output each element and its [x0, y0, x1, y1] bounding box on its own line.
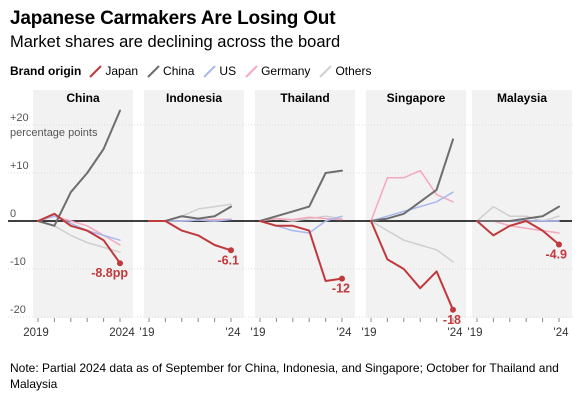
series-line-germany [259, 216, 343, 222]
x-tick-label: '24 [554, 327, 570, 339]
x-tick-label: '19 [251, 327, 266, 339]
series-line-japan [476, 220, 560, 246]
series-line-others [370, 220, 454, 263]
legend-item-us: US [203, 64, 236, 78]
japan-end-point [556, 241, 562, 248]
japan-end-label: -4.9 [545, 248, 567, 262]
series-line-china [37, 109, 121, 227]
x-tick-label: '24 [448, 327, 464, 339]
japan-end-label: -6.1 [217, 253, 239, 267]
x-tick-label: '19 [362, 327, 377, 339]
japan-end-point [117, 260, 123, 267]
series-line-others [476, 205, 560, 222]
legend-label: US [219, 64, 237, 78]
series-line-germany [370, 169, 454, 222]
x-tick-label: 2024 [109, 327, 135, 339]
x-tick-label: '19 [468, 327, 483, 339]
y-unit-label: percentage points [10, 127, 98, 139]
legend-item-others: Others [319, 64, 371, 78]
legend-item-japan: Japan [89, 64, 138, 78]
series-line-japan [148, 220, 232, 252]
y-tick-label: +20 [10, 112, 29, 124]
series-line-japan [37, 212, 121, 265]
japan-end-label: -18 [443, 313, 461, 327]
legend-item-germany: Germany [245, 64, 310, 78]
series-line-us [37, 215, 121, 241]
x-tick-label: '24 [226, 327, 242, 339]
series-line-china [370, 138, 454, 222]
japan-end-label: -8.8pp [91, 266, 128, 280]
legend-swatch [147, 64, 160, 78]
legend-label: Others [335, 64, 372, 78]
panel-title-singapore: Singapore [387, 91, 446, 105]
panel-background [33, 90, 133, 318]
legend-item-china: China [147, 64, 194, 78]
legend-title: Brand origin [10, 64, 82, 78]
y-tick-label: +10 [10, 160, 29, 172]
japan-end-label: -12 [332, 282, 350, 296]
y-tick-label: -20 [10, 304, 26, 316]
japan-end-point [339, 275, 345, 282]
panel-title-malaysia: Malaysia [497, 91, 547, 105]
small-multiples-chart: +20 +10 0 -10 -20 percentage points China -8.8p… [8, 90, 573, 339]
legend-swatch [203, 64, 217, 78]
legend-swatch [89, 64, 103, 78]
chart-title: Japanese Carmakers Are Losing Out [10, 8, 336, 29]
panel-background [472, 90, 572, 318]
series-line-japan [370, 220, 454, 311]
panel-title-thailand: Thailand [280, 91, 329, 105]
chart-subtitle: Market shares are declining across the b… [10, 33, 341, 51]
series-line-japan [259, 220, 343, 282]
y-tick-label: -10 [10, 256, 26, 268]
legend-swatch [245, 64, 258, 78]
legend-label: Japan [105, 64, 139, 78]
series-line-china [259, 169, 343, 222]
x-tick-label: '24 [337, 327, 353, 339]
x-tick-label: '19 [140, 327, 155, 339]
panel-title-indonesia: Indonesia [166, 91, 222, 105]
panel-title-china: China [66, 91, 100, 105]
legend-label: China [163, 64, 195, 78]
legend-label: Germany [261, 64, 311, 78]
legend-swatch [319, 64, 333, 78]
japan-end-point [450, 306, 456, 313]
series-line-china [476, 205, 560, 222]
y-tick-label: 0 [10, 208, 16, 220]
legend: Brand origin Japan China US Germany Others [10, 63, 380, 79]
chart-note: Note: Partial 2024 data as of September … [10, 361, 559, 391]
x-tick-label: 2019 [23, 327, 49, 339]
japan-end-point [228, 247, 234, 254]
